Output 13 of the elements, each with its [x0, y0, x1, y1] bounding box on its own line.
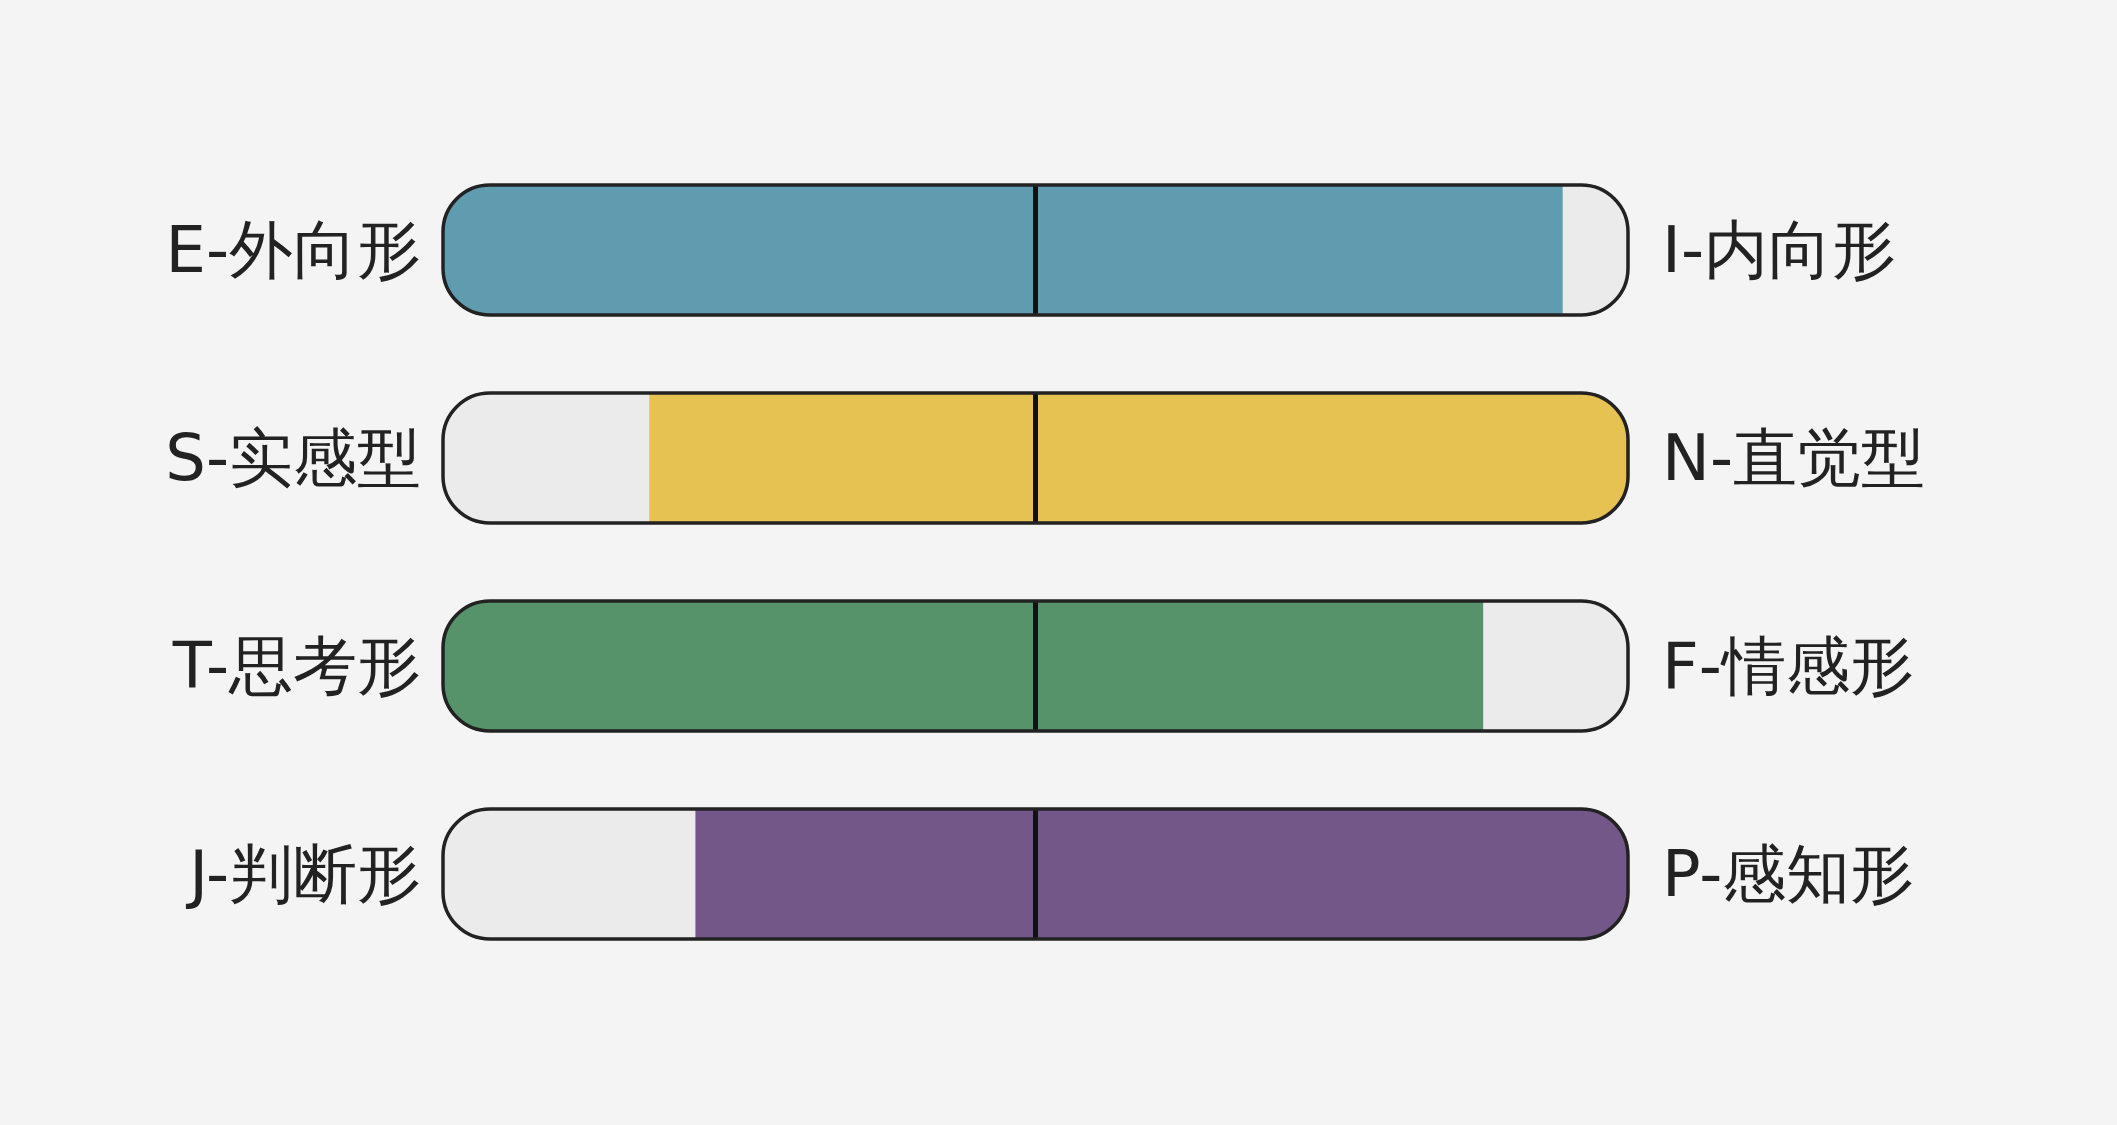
y-tick-label: S-实感型 [165, 421, 421, 495]
text: F-情感形 [1662, 629, 1914, 703]
text: I-内向形 [1662, 213, 1896, 287]
bar [649, 393, 1628, 523]
text: N-直觉型 [1662, 421, 1925, 495]
text: P-感知形 [1662, 837, 1915, 911]
bar [1483, 601, 1628, 731]
y-tick-label: T-思考形 [171, 629, 421, 703]
bar [695, 809, 1628, 939]
y-tick-label: J-判断形 [185, 837, 421, 911]
bar [443, 393, 650, 523]
bar [443, 809, 696, 939]
y-tick-label: E-外向形 [165, 213, 421, 287]
